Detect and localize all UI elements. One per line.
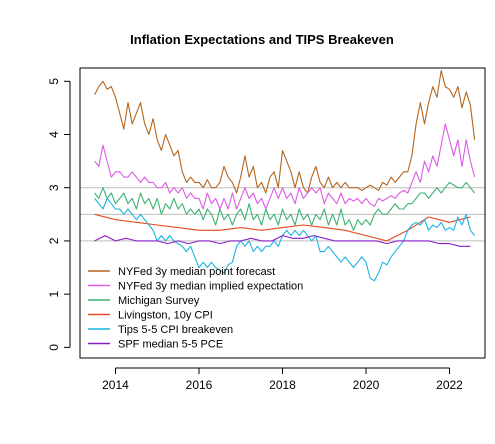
series-line-1 xyxy=(94,123,476,210)
y-tick-label-3: 3 xyxy=(47,184,61,191)
series-line-4 xyxy=(94,197,476,282)
chart-title: Inflation Expectations and TIPS Breakeve… xyxy=(130,32,394,47)
legend-label-3: Livingston, 10y CPI xyxy=(118,310,213,322)
legend-label-5: SPF median 5-5 PCE xyxy=(118,339,223,351)
legend-label-1: NYFed 3y median implied expectation xyxy=(118,281,303,293)
y-tick-label-0: 0 xyxy=(47,344,61,351)
series-line-0 xyxy=(94,70,476,194)
x-axis: 2014 2016 2018 2020 2022 xyxy=(102,367,463,392)
y-tick-label-4: 4 xyxy=(47,131,61,138)
y-tick-label-1: 1 xyxy=(47,290,61,297)
x-tick-label-4: 2022 xyxy=(436,378,463,392)
x-tick-label-3: 2020 xyxy=(353,378,380,392)
legend: NYFed 3y median point forecast NYFed 3y m… xyxy=(88,266,303,351)
legend-label-4: Tips 5-5 CPI breakeven xyxy=(118,324,233,336)
y-axis: 0 1 2 3 4 5 xyxy=(47,78,71,351)
y-tick-label-2: 2 xyxy=(47,237,61,244)
y-tick-label-5: 5 xyxy=(47,78,61,85)
legend-label-2: Michigan Survey xyxy=(118,295,200,307)
legend-label-0: NYFed 3y median point forecast xyxy=(118,266,275,278)
series-line-5 xyxy=(94,235,471,247)
series-line-2 xyxy=(94,181,476,231)
x-tick-label-2: 2018 xyxy=(269,378,296,392)
series-layer xyxy=(94,70,476,282)
x-tick-label-0: 2014 xyxy=(102,378,129,392)
x-tick-label-1: 2016 xyxy=(186,378,213,392)
plot-frame xyxy=(79,67,486,359)
